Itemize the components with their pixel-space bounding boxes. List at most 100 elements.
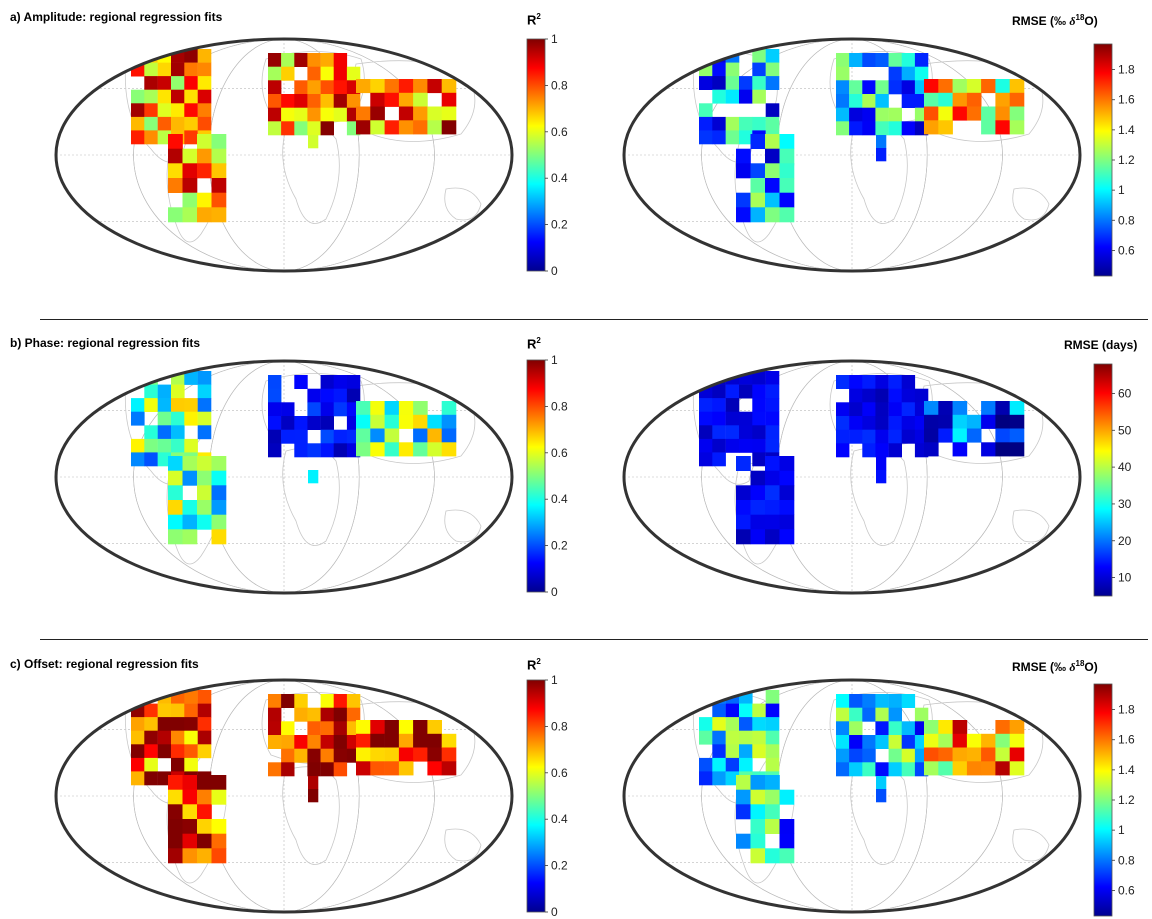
grid-cell <box>901 375 916 389</box>
colorbar-tick-label: 0.6 <box>1118 883 1135 897</box>
grid-cell <box>370 120 385 135</box>
grid-cell <box>888 66 902 81</box>
grid-cell <box>168 456 183 471</box>
grid-cell <box>725 116 740 131</box>
grid-cell <box>924 106 939 121</box>
grid-cell <box>875 721 889 736</box>
grid-cell <box>144 384 158 399</box>
grid-cell <box>384 92 400 107</box>
grid-cell <box>182 514 198 530</box>
grid-cell <box>1009 414 1025 429</box>
grid-cell <box>712 425 726 440</box>
grid-cell <box>938 414 953 429</box>
grid-cell <box>752 76 766 90</box>
grid-cell <box>197 207 212 223</box>
grid-cell <box>862 94 876 108</box>
grid-cell <box>157 730 172 745</box>
grid-cell <box>765 848 780 864</box>
grid-cell <box>307 66 321 81</box>
grid-cell <box>836 735 850 749</box>
grid-cell <box>157 76 172 90</box>
grid-cell <box>765 148 780 164</box>
colorbar-tick-label: 1.4 <box>1118 123 1135 137</box>
grid-cell <box>995 428 1010 443</box>
grid-cell <box>144 89 158 104</box>
grid-cell <box>211 178 227 193</box>
grid-cell <box>168 485 183 501</box>
grid-cell <box>131 757 145 772</box>
grid-cell <box>182 833 198 849</box>
grid-cell <box>750 833 766 849</box>
grid-cell <box>888 762 902 777</box>
grid-cell <box>333 707 348 722</box>
colorbar-tick-label: 0.4 <box>551 492 568 506</box>
grid-cell <box>712 89 726 104</box>
grid-cell <box>924 401 939 416</box>
grid-cell <box>765 163 780 179</box>
grid-cell <box>427 733 442 748</box>
grid-cell <box>779 456 795 471</box>
grid-cell <box>308 776 319 790</box>
grid-cell <box>184 76 198 90</box>
colorbar-tick-label: 0.4 <box>551 171 568 185</box>
grid-cell <box>924 761 939 776</box>
grid-cell <box>750 485 766 501</box>
grid-cell <box>320 721 334 736</box>
grid-cell <box>384 761 400 776</box>
grid-cell <box>862 429 876 444</box>
grid-cell <box>131 411 145 426</box>
grid-cell <box>739 757 753 772</box>
grid-cell <box>333 721 348 736</box>
grid-cell <box>370 79 385 94</box>
grid-cell <box>765 804 780 820</box>
grid-cell <box>966 414 982 429</box>
grid-cell <box>1009 442 1025 457</box>
grid-cell <box>268 121 282 136</box>
grid-cell <box>441 733 457 748</box>
grid-cell <box>836 53 850 67</box>
grid-cell <box>197 192 212 208</box>
grid-cell <box>294 375 308 389</box>
grid-cell <box>144 76 158 90</box>
grid-cell <box>765 207 780 223</box>
colorbar-bar <box>526 359 546 593</box>
grid-cell <box>952 106 968 121</box>
grid-cell <box>901 388 916 403</box>
grid-cell <box>182 804 198 820</box>
grid-cell <box>952 428 968 443</box>
grid-cell <box>197 134 212 149</box>
grid-cell <box>356 120 371 135</box>
grid-cell <box>924 92 939 107</box>
grid-cell <box>862 762 876 777</box>
grid-cell <box>197 62 212 77</box>
grid-cell <box>307 80 321 95</box>
grid-cell <box>182 207 198 223</box>
grid-cell <box>184 89 198 104</box>
grid-cell <box>875 53 889 67</box>
grid-cell <box>184 62 198 77</box>
grid-cell <box>995 720 1010 735</box>
grid-cell <box>211 819 227 834</box>
grid-cell <box>171 717 185 731</box>
grid-cell <box>131 49 145 63</box>
grid-cell <box>211 775 227 790</box>
grid-cell <box>427 442 442 457</box>
grid-cell <box>736 775 751 790</box>
grid-cell <box>901 53 916 67</box>
grid-cell <box>699 130 713 145</box>
grid-cell <box>849 429 863 444</box>
grid-cell <box>725 744 740 759</box>
grid-cell <box>281 107 295 122</box>
grid-cell <box>862 416 876 430</box>
grid-cell <box>699 411 713 426</box>
grid-cell <box>862 735 876 749</box>
grid-cell <box>281 402 295 417</box>
grid-cell <box>307 121 321 136</box>
grid-cell <box>699 398 713 412</box>
grid-cell <box>356 761 371 776</box>
grid-cell <box>901 66 916 81</box>
grid-cell <box>441 428 457 443</box>
grid-cell <box>182 470 198 486</box>
left-colorbar-title-a: R2 <box>527 12 541 28</box>
grid-cell <box>197 425 212 440</box>
